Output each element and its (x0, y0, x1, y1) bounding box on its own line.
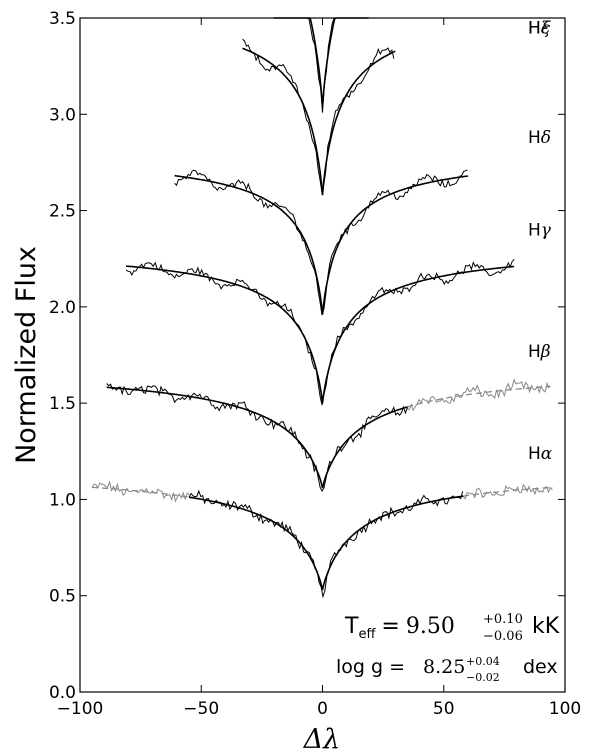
series-Hδ (174, 169, 469, 316)
observed-spectrum (125, 258, 515, 406)
line-label: Hβ (528, 342, 551, 362)
observed-spectrum (106, 383, 408, 493)
series-layer (91, 17, 553, 599)
teff-label: T (344, 614, 359, 639)
line-label: Hξ (528, 18, 552, 38)
logg-value: 8.25 (423, 656, 465, 678)
logg-label: log g = (336, 656, 405, 678)
observed-spectrum-extended (462, 483, 553, 500)
observed-spectrum (188, 489, 464, 599)
logg-annotation: log g = 8.25 +0.04 −0.02 dex (336, 655, 558, 684)
model-fit (174, 174, 469, 315)
series-Hα (91, 480, 553, 599)
y-tick-label: 2.5 (49, 202, 76, 222)
line-label: Hδ (528, 128, 551, 148)
y-tick-label: 2.0 (49, 298, 76, 318)
observed-spectrum-extended (91, 480, 190, 503)
logg-upper-error: +0.04 (466, 655, 500, 668)
model-fit (188, 495, 464, 591)
teff-lower-error: −0.06 (483, 629, 523, 644)
teff-unit: kK (532, 614, 560, 639)
x-tick-label: −100 (57, 699, 104, 719)
model-extended (92, 486, 190, 498)
y-tick-label: 1.5 (49, 394, 76, 414)
logg-lower-error: −0.02 (466, 671, 500, 684)
y-tick-label: 0.5 (49, 587, 76, 607)
teff-upper-error: +0.10 (483, 612, 523, 627)
teff-equals: = (381, 614, 399, 639)
teff-value: 9.50 (406, 614, 455, 639)
teff-annotation: Teff = 9.50 +0.10 −0.06 kK (344, 612, 560, 644)
x-tick-label: 50 (433, 699, 455, 719)
teff-subscript: eff (358, 627, 376, 642)
observed-spectrum (242, 38, 395, 193)
axis-ticks: −100 −50 0 50 100 0.0 0.5 1.0 1.5 2.0 2.5 3.0 3.5 (49, 9, 581, 719)
model-fit (274, 17, 369, 107)
series-Hξ (274, 17, 369, 113)
line-label: Hα (528, 444, 553, 464)
x-tick-label: −50 (183, 699, 219, 719)
y-tick-label: 3.0 (49, 105, 76, 125)
x-axis-title: Δλ (303, 724, 341, 755)
y-tick-label: 3.5 (49, 9, 76, 29)
series-Hβ (106, 378, 551, 493)
svg-text:Teff=9.50: Teff = 9.50 (344, 614, 455, 642)
y-tick-label: 1.0 (49, 490, 76, 510)
observed-spectrum (174, 169, 468, 316)
x-tick-label: 100 (549, 699, 581, 719)
model-extended (407, 385, 551, 408)
x-tick-label: 0 (317, 699, 328, 719)
model-fit (242, 47, 396, 196)
observed-spectrum-extended (407, 378, 550, 412)
logg-unit: dex (523, 656, 558, 678)
y-tick-label: 0.0 (49, 683, 76, 703)
model-fit (106, 386, 408, 489)
line-label: Hγ (528, 221, 552, 241)
y-axis-title: Normalized Flux (11, 246, 42, 464)
model-extended (463, 486, 553, 497)
line-label: Hϵ (528, 18, 551, 38)
series-Hε (242, 38, 396, 196)
observed-spectrum (274, 17, 368, 113)
series-Hγ (125, 258, 515, 406)
model-fit (125, 265, 515, 404)
plot-frame (79, 17, 566, 693)
